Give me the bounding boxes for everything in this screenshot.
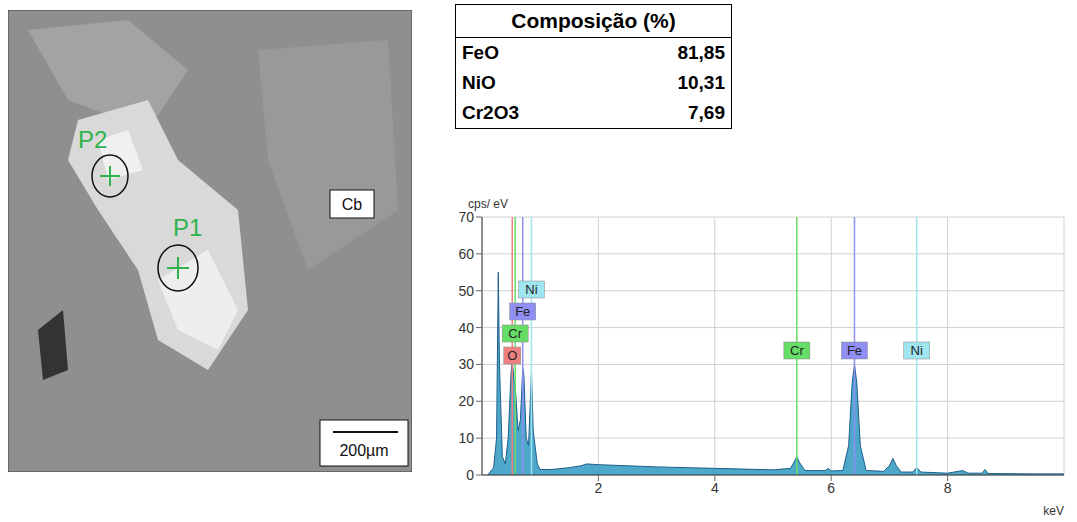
svg-text:P2: P2 (78, 126, 107, 153)
svg-text:200µm: 200µm (339, 442, 388, 459)
svg-text:8: 8 (944, 480, 952, 496)
svg-text:30: 30 (458, 356, 474, 372)
svg-text:50: 50 (458, 283, 474, 299)
svg-text:Cr: Cr (790, 343, 804, 358)
svg-text:P1: P1 (173, 214, 202, 241)
html-text:10,31: 10,31 (677, 72, 725, 93)
html-text:cps/ eV: cps/ eV (468, 197, 508, 211)
svg-text:4: 4 (711, 480, 719, 496)
svg-text:keV: keV (1043, 504, 1064, 518)
html-text:FeO: FeO (462, 42, 499, 63)
html-text:81,85: 81,85 (677, 42, 725, 63)
html-text:NiO: NiO (462, 72, 496, 93)
svg-text:Fe: Fe (847, 343, 862, 358)
svg-text:10: 10 (458, 430, 474, 446)
html-text:Composição (%): Composição (%) (511, 9, 676, 32)
html-text:7,69: 7,69 (688, 102, 725, 123)
svg-text:70: 70 (458, 209, 474, 225)
svg-text:Ni: Ni (911, 343, 923, 358)
svg-text:6: 6 (827, 480, 835, 496)
svg-text:Cr: Cr (508, 326, 522, 341)
svg-text:Cb: Cb (342, 196, 363, 213)
svg-text:60: 60 (458, 246, 474, 262)
svg-text:0: 0 (466, 467, 474, 483)
svg-text:Ni: Ni (525, 282, 537, 297)
svg-text:2: 2 (595, 480, 603, 496)
svg-text:O: O (507, 348, 517, 363)
svg-text:20: 20 (458, 393, 474, 409)
svg-text:Fe: Fe (515, 304, 530, 319)
svg-text:40: 40 (458, 320, 474, 336)
html-text:Cr2O3: Cr2O3 (462, 102, 519, 123)
